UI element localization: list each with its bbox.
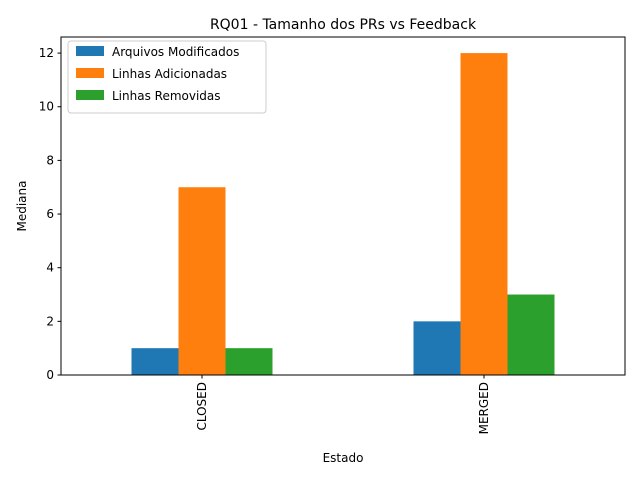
y-axis-label: Mediana <box>15 181 29 232</box>
x-axis: CLOSED MERGED <box>195 375 491 434</box>
bars-group <box>131 53 555 375</box>
y-tick-label: 4 <box>46 261 54 275</box>
y-tick-label: 10 <box>39 100 54 114</box>
y-tick-label: 12 <box>39 46 54 60</box>
bar-closed-linhas-adicionadas <box>178 187 226 375</box>
bar-merged-linhas-removidas <box>507 294 555 375</box>
legend-label: Linhas Removidas <box>112 89 221 103</box>
legend-label: Linhas Adicionadas <box>112 67 227 81</box>
legend-swatch <box>76 46 104 56</box>
y-axis: 0 2 4 6 8 10 12 <box>39 46 61 382</box>
legend-swatch <box>76 90 104 100</box>
legend-swatch <box>76 68 104 78</box>
bar-closed-linhas-removidas <box>225 348 273 375</box>
legend: Arquivos Modificados Linhas Adicionadas Li… <box>67 40 267 114</box>
chart-title: RQ01 - Tamanho dos PRs vs Feedback <box>210 17 477 33</box>
x-axis-label: Estado <box>323 451 364 465</box>
bar-closed-arquivos-modificados <box>131 348 179 375</box>
plot-frame <box>60 36 626 376</box>
legend-box <box>67 40 267 114</box>
y-tick-label: 6 <box>46 207 54 221</box>
bar-merged-linhas-adicionadas <box>460 53 508 375</box>
x-tick-label: MERGED <box>477 382 491 434</box>
x-tick-label: CLOSED <box>195 382 209 431</box>
y-tick-label: 0 <box>46 368 54 382</box>
legend-label: Arquivos Modificados <box>112 45 239 59</box>
y-tick-label: 8 <box>46 153 54 167</box>
y-tick-label: 2 <box>46 314 54 328</box>
bar-merged-arquivos-modificados <box>413 321 461 375</box>
